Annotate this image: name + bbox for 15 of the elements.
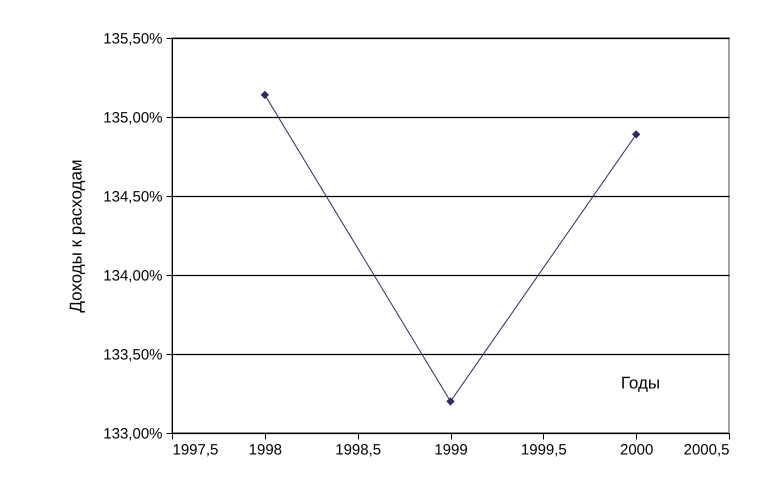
x-tick-label: 2000,5: [684, 442, 730, 458]
x-tick-label: 1997,5: [172, 442, 218, 458]
y-tick-label: 134,50%: [103, 188, 162, 206]
x-tick-label: 1998: [248, 442, 282, 458]
y-tick-label: 134,00%: [103, 268, 162, 284]
y-tick-label: 135,50%: [103, 30, 162, 48]
x-tick-label: 1999: [434, 442, 468, 458]
y-tick-label: 135,00%: [103, 110, 162, 126]
y-tick-label: 133,50%: [103, 346, 162, 364]
y-axis-title: Доходы к расходам: [66, 159, 86, 313]
x-tick-label: 2000: [620, 442, 654, 458]
y-tick-label: 133,00%: [103, 426, 162, 442]
x-axis-title: Годы: [620, 374, 660, 392]
x-tick-label: 1999,5: [520, 442, 567, 458]
x-tick-label: 1998,5: [335, 442, 382, 458]
